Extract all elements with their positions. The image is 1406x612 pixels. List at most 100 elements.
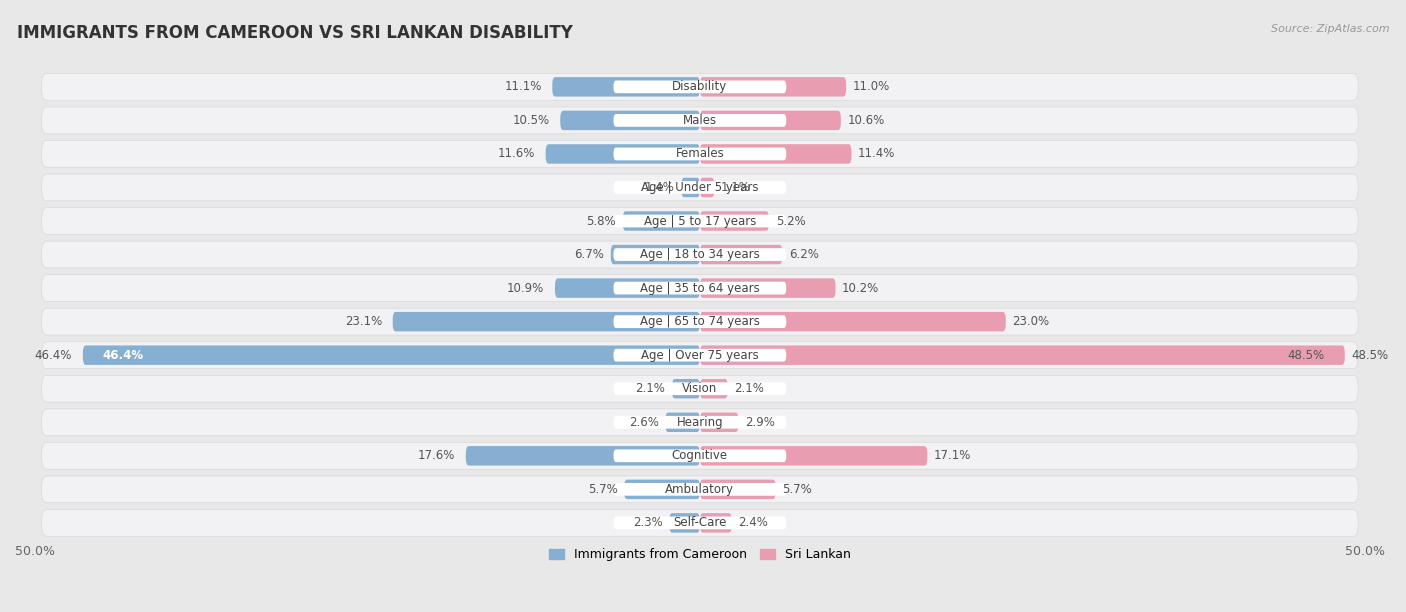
FancyBboxPatch shape (613, 215, 786, 228)
FancyBboxPatch shape (42, 308, 1358, 335)
FancyBboxPatch shape (546, 144, 700, 163)
FancyBboxPatch shape (42, 341, 1358, 368)
Text: Source: ZipAtlas.com: Source: ZipAtlas.com (1271, 24, 1389, 34)
Text: IMMIGRANTS FROM CAMEROON VS SRI LANKAN DISABILITY: IMMIGRANTS FROM CAMEROON VS SRI LANKAN D… (17, 24, 572, 42)
Text: 46.4%: 46.4% (35, 349, 72, 362)
FancyBboxPatch shape (613, 483, 786, 496)
FancyBboxPatch shape (42, 476, 1358, 503)
FancyBboxPatch shape (700, 480, 776, 499)
Text: 11.0%: 11.0% (853, 80, 890, 94)
FancyBboxPatch shape (613, 517, 786, 529)
Text: 11.6%: 11.6% (498, 147, 536, 160)
Text: 10.6%: 10.6% (848, 114, 884, 127)
Text: 5.7%: 5.7% (588, 483, 617, 496)
FancyBboxPatch shape (613, 80, 786, 93)
FancyBboxPatch shape (42, 107, 1358, 134)
Text: 2.1%: 2.1% (636, 382, 665, 395)
Text: 48.5%: 48.5% (1351, 349, 1389, 362)
FancyBboxPatch shape (555, 278, 700, 298)
FancyBboxPatch shape (700, 412, 738, 432)
FancyBboxPatch shape (42, 442, 1358, 469)
Text: 10.2%: 10.2% (842, 282, 879, 294)
FancyBboxPatch shape (624, 480, 700, 499)
Text: 23.0%: 23.0% (1012, 315, 1049, 328)
Text: 11.4%: 11.4% (858, 147, 896, 160)
Text: 2.6%: 2.6% (628, 416, 658, 429)
FancyBboxPatch shape (672, 379, 700, 398)
FancyBboxPatch shape (623, 211, 700, 231)
Text: Age | 65 to 74 years: Age | 65 to 74 years (640, 315, 759, 328)
Text: Cognitive: Cognitive (672, 449, 728, 462)
FancyBboxPatch shape (700, 312, 1005, 331)
Text: 1.4%: 1.4% (645, 181, 675, 194)
FancyBboxPatch shape (700, 211, 769, 231)
FancyBboxPatch shape (613, 147, 786, 160)
Text: 2.9%: 2.9% (745, 416, 775, 429)
FancyBboxPatch shape (613, 449, 786, 462)
FancyBboxPatch shape (613, 416, 786, 428)
Text: Age | 5 to 17 years: Age | 5 to 17 years (644, 215, 756, 228)
FancyBboxPatch shape (700, 144, 852, 163)
FancyBboxPatch shape (700, 345, 1344, 365)
Text: 2.1%: 2.1% (734, 382, 765, 395)
Text: Vision: Vision (682, 382, 717, 395)
FancyBboxPatch shape (83, 345, 700, 365)
FancyBboxPatch shape (42, 241, 1358, 268)
FancyBboxPatch shape (700, 513, 731, 532)
Text: 10.5%: 10.5% (513, 114, 550, 127)
FancyBboxPatch shape (42, 509, 1358, 536)
Text: 2.4%: 2.4% (738, 517, 768, 529)
FancyBboxPatch shape (613, 282, 786, 294)
Text: 5.7%: 5.7% (782, 483, 813, 496)
FancyBboxPatch shape (42, 375, 1358, 402)
FancyBboxPatch shape (700, 379, 728, 398)
FancyBboxPatch shape (700, 446, 928, 466)
FancyBboxPatch shape (465, 446, 700, 466)
FancyBboxPatch shape (42, 174, 1358, 201)
Text: Age | 18 to 34 years: Age | 18 to 34 years (640, 248, 759, 261)
FancyBboxPatch shape (560, 111, 700, 130)
Text: Self-Care: Self-Care (673, 517, 727, 529)
Text: 6.7%: 6.7% (574, 248, 605, 261)
Legend: Immigrants from Cameroon, Sri Lankan: Immigrants from Cameroon, Sri Lankan (544, 543, 856, 566)
Text: Ambulatory: Ambulatory (665, 483, 734, 496)
FancyBboxPatch shape (42, 409, 1358, 436)
FancyBboxPatch shape (700, 177, 714, 197)
Text: Males: Males (683, 114, 717, 127)
FancyBboxPatch shape (392, 312, 700, 331)
FancyBboxPatch shape (613, 382, 786, 395)
Text: 23.1%: 23.1% (344, 315, 382, 328)
Text: 17.1%: 17.1% (934, 449, 972, 462)
Text: Hearing: Hearing (676, 416, 723, 429)
FancyBboxPatch shape (613, 349, 786, 362)
FancyBboxPatch shape (613, 315, 786, 328)
Text: Age | Over 75 years: Age | Over 75 years (641, 349, 759, 362)
Text: Age | Under 5 years: Age | Under 5 years (641, 181, 759, 194)
Text: 46.4%: 46.4% (103, 349, 143, 362)
Text: Females: Females (675, 147, 724, 160)
Text: 1.1%: 1.1% (721, 181, 751, 194)
FancyBboxPatch shape (700, 111, 841, 130)
FancyBboxPatch shape (700, 77, 846, 97)
FancyBboxPatch shape (669, 513, 700, 532)
FancyBboxPatch shape (700, 245, 782, 264)
FancyBboxPatch shape (665, 412, 700, 432)
FancyBboxPatch shape (42, 141, 1358, 167)
Text: 5.2%: 5.2% (776, 215, 806, 228)
FancyBboxPatch shape (613, 248, 786, 261)
FancyBboxPatch shape (700, 278, 835, 298)
FancyBboxPatch shape (42, 73, 1358, 100)
Text: Disability: Disability (672, 80, 727, 94)
FancyBboxPatch shape (42, 275, 1358, 302)
Text: 5.8%: 5.8% (586, 215, 616, 228)
FancyBboxPatch shape (613, 181, 786, 194)
FancyBboxPatch shape (610, 245, 700, 264)
Text: 2.3%: 2.3% (633, 517, 662, 529)
Text: 6.2%: 6.2% (789, 248, 818, 261)
Text: 48.5%: 48.5% (1288, 349, 1324, 362)
Text: Age | 35 to 64 years: Age | 35 to 64 years (640, 282, 759, 294)
FancyBboxPatch shape (42, 207, 1358, 234)
Text: 11.1%: 11.1% (505, 80, 541, 94)
FancyBboxPatch shape (553, 77, 700, 97)
FancyBboxPatch shape (682, 177, 700, 197)
